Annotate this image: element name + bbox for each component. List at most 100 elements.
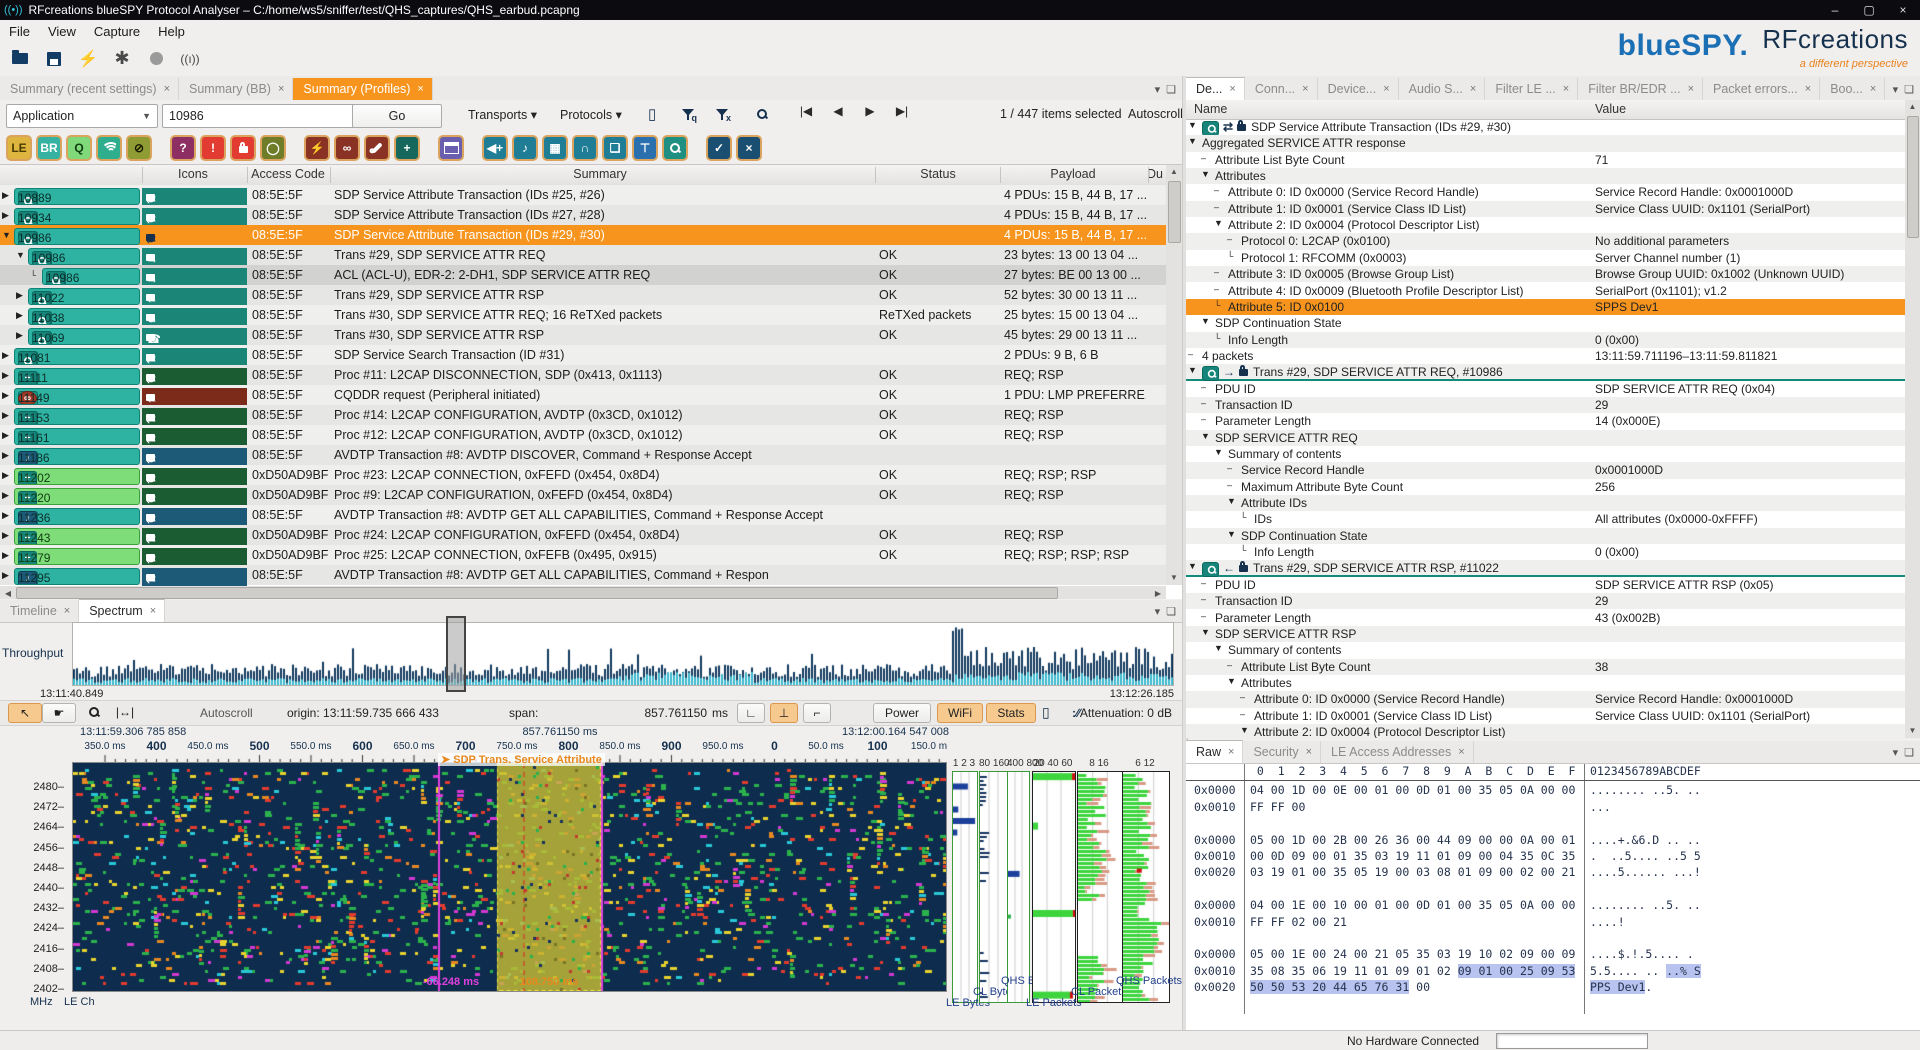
transports-menu[interactable]: Transports ▾ [468, 108, 538, 122]
tab-overflow-icon[interactable]: ▾ [1892, 747, 1899, 759]
tree-toggle-icon[interactable]: ▼ [1188, 365, 1197, 376]
search-icon[interactable] [756, 108, 768, 123]
tab-conn-[interactable]: Conn... × [1245, 78, 1318, 100]
expand-icon[interactable]: ▶ [2, 210, 9, 220]
span-value[interactable]: 857.761150 [644, 706, 707, 720]
tree-toggle-icon[interactable]: – [1201, 414, 1207, 425]
tab-audio-s-[interactable]: Audio S... × [1399, 78, 1486, 100]
close-tab-icon[interactable]: × [1804, 83, 1812, 95]
close-tab-icon[interactable]: × [417, 83, 424, 95]
first-item-button[interactable]: |◀ [799, 104, 813, 118]
close-tab-icon[interactable]: × [149, 605, 157, 617]
tree-toggle-icon[interactable]: ▼ [1214, 447, 1223, 457]
close-tab-icon[interactable]: × [1458, 746, 1465, 758]
tree-toggle-icon[interactable]: – [1214, 283, 1220, 294]
table-row[interactable]: ▶ BR11022← 08:5E:5F Trans #29, SDP SERVICE … [0, 285, 1166, 307]
close-tab-icon[interactable]: × [1469, 83, 1477, 95]
tree-toggle-icon[interactable]: – [1188, 348, 1194, 359]
hex-row[interactable]: 0x0000 05 00 1D 00 2B 00 26 36 00 44 09 0… [1194, 832, 1701, 847]
wifi-toggle-button[interactable]: WiFi [937, 703, 983, 723]
table-row[interactable]: ▶ BR♪11186⇄↻ 08:5E:5F AVDTP Transaction #8:… [0, 445, 1166, 467]
tree-toggle-icon[interactable]: – [1201, 577, 1207, 588]
toggle-error[interactable]: ! [200, 134, 226, 161]
toggle-wifi[interactable] [96, 134, 122, 161]
table-row[interactable]: ▶ BR11038→↻ 08:5E:5F Trans #30, SDP SERVICE… [0, 305, 1166, 327]
details-row[interactable]: ▼ SDP SERVICE ATTR RSP [1186, 625, 1905, 643]
details-row[interactable]: – Attribute 0: ID 0x0000 (Service Record … [1186, 691, 1905, 708]
toggle-le[interactable]: LE [6, 134, 32, 161]
details-row[interactable]: └ IDs All attributes (0x0000-0xFFFF) [1186, 511, 1905, 527]
tree-toggle-icon[interactable]: └ [1240, 512, 1247, 523]
table-row[interactable]: ▶ BR+11161⇄ 08:5E:5F Proc #12: L2CAP CONFIG… [0, 425, 1166, 447]
table-row[interactable]: ▼BR10986⇄↻ 08:5E:5F SDP Service Attribute … [0, 225, 1166, 247]
toggle-table[interactable] [438, 134, 464, 161]
tab-summary-profiles-[interactable]: Summary (Profiles) × [293, 78, 433, 100]
prev-item-button[interactable]: ◀ [833, 104, 843, 118]
details-row[interactable]: – Attribute 3: ID 0x0005 (Browse Group Li… [1186, 266, 1905, 283]
tab-raw[interactable]: Raw × [1186, 740, 1244, 763]
tree-toggle-icon[interactable]: ▼ [1201, 626, 1210, 637]
menu-help[interactable]: Help [158, 23, 185, 39]
hex-row[interactable]: 0x0000 05 00 1E 00 24 00 21 05 35 03 19 1… [1194, 947, 1694, 962]
details-row[interactable]: ▼ Attribute 2: ID 0x0004 (Protocol Descri… [1186, 723, 1905, 738]
hex-row[interactable]: 0x0000 04 00 1D 00 0E 00 01 00 0D 01 00 3… [1194, 783, 1701, 798]
toggle-pin[interactable]: ⊤ [632, 134, 658, 161]
expand-icon[interactable]: ▼ [2, 230, 11, 240]
float-panel-icon[interactable]: ❏ [1904, 84, 1914, 96]
toggle-select-all[interactable]: ✓ [706, 134, 732, 161]
next-item-button[interactable]: ▶ [865, 104, 875, 118]
tree-toggle-icon[interactable]: – [1227, 479, 1233, 490]
slope-icon[interactable]: :∕∕ [1072, 706, 1081, 720]
tree-toggle-icon[interactable]: – [1201, 594, 1207, 605]
tree-toggle-icon[interactable]: – [1201, 397, 1207, 408]
record-icon[interactable] [142, 47, 170, 71]
float-panel-icon[interactable]: ❏ [1166, 606, 1176, 618]
expand-icon[interactable]: ▶ [2, 510, 9, 520]
details-row[interactable]: – Maximum Attribute Byte Count 256 [1186, 479, 1905, 495]
close-tab-icon[interactable]: × [63, 605, 71, 617]
toggle-link[interactable]: ∞ [334, 134, 360, 161]
details-vscrollbar[interactable]: ▲ ▼ [1905, 100, 1920, 738]
hex-dump[interactable]: 0 1 2 3 4 5 6 7 8 9 A B C D E F 012345678… [1186, 764, 1920, 1030]
hex-row[interactable]: 0x0010 00 0D 09 00 01 35 03 19 11 01 09 0… [1194, 849, 1701, 863]
details-row[interactable]: └ Attribute 5: ID 0x0100 SPPS Dev1 [1186, 298, 1905, 316]
stats-toggle-button[interactable]: Stats [986, 703, 1036, 723]
autoscroll-toggle[interactable]: Autoscroll [1128, 107, 1183, 121]
tree-toggle-icon[interactable]: – [1214, 201, 1220, 212]
save-icon[interactable] [40, 47, 68, 71]
tree-toggle-icon[interactable]: ▼ [1188, 561, 1197, 572]
tree-toggle-icon[interactable]: – [1214, 185, 1220, 196]
details-row[interactable]: ▼ ← Trans #29, SDP SERVICE ATTR RSP, #1102… [1186, 560, 1905, 578]
zoom-tool-button[interactable] [78, 703, 110, 721]
filter-search-icon[interactable]: q [682, 108, 697, 123]
toggle-audio[interactable]: ◀+ [482, 134, 508, 161]
minimize-button[interactable]: – [1831, 3, 1839, 17]
align-left-button[interactable]: ∟ [737, 703, 765, 723]
expand-icon[interactable]: ▼ [16, 250, 25, 260]
last-item-button[interactable]: ▶| [895, 104, 909, 118]
pan-tool-button[interactable]: ☛ [42, 703, 76, 723]
tree-toggle-icon[interactable]: – [1227, 234, 1233, 245]
tree-toggle-icon[interactable]: ▼ [1201, 430, 1210, 441]
expand-icon[interactable]: └ [30, 270, 37, 280]
toggle-connect[interactable]: ⚡ [304, 134, 330, 161]
details-row[interactable]: ▼ → Trans #29, SDP SERVICE ATTR REQ, #1098… [1186, 364, 1905, 382]
table-row[interactable]: ▶ BR♪11236⇄↻ 08:5E:5F AVDTP Transaction #8:… [0, 505, 1166, 527]
toggle-q[interactable]: Q [66, 134, 92, 161]
tree-toggle-icon[interactable]: └ [1227, 250, 1234, 261]
details-row[interactable]: ▼ Summary of contents [1186, 642, 1905, 658]
details-row[interactable]: – PDU ID SDP SERVICE ATTR RSP (0x05) [1186, 577, 1905, 593]
details-row[interactable]: ▼ Aggregated SERVICE ATTR response [1186, 135, 1905, 152]
tree-toggle-icon[interactable]: ▼ [1201, 316, 1210, 327]
details-row[interactable]: ▼ ⇄ SDP Service Attribute Transaction (IDs… [1186, 119, 1905, 136]
table-row[interactable]: ▼BR10986→ 08:5E:5F Trans #29, SDP SERVICE … [0, 245, 1166, 267]
toggle-remote[interactable]: ▦ [542, 134, 568, 161]
expand-icon[interactable]: ▶ [2, 370, 9, 380]
expand-icon[interactable]: ▶ [2, 350, 9, 360]
close-tab-icon[interactable]: × [1302, 83, 1309, 95]
expand-icon[interactable]: ▶ [2, 470, 9, 480]
table-row[interactable]: ▶ Q+11202⇄↻ 0xD50AD9BF Proc #23: L2CAP CONN… [0, 465, 1166, 487]
table-row[interactable]: ▶ BR+11111⇄↻ 08:5E:5F Proc #11: L2CAP DISCO… [0, 365, 1166, 387]
tree-toggle-icon[interactable]: – [1240, 692, 1246, 703]
details-row[interactable]: – Parameter Length 14 (0x000E) [1186, 413, 1905, 429]
